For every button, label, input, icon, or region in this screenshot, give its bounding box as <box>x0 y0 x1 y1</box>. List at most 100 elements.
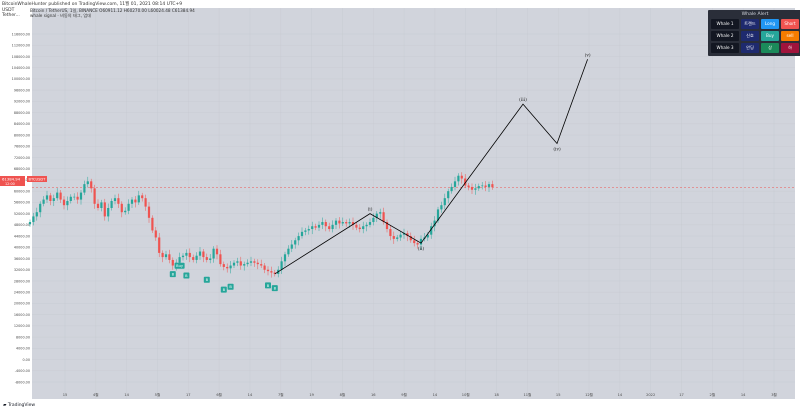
candle-body <box>453 181 457 187</box>
x-tick-label: 9월 <box>401 392 407 397</box>
x-tick-label: 12월 <box>585 392 593 397</box>
tradingview-logo[interactable]: ▰ TradingView <box>3 403 35 408</box>
signal-badge-label: B <box>229 285 232 289</box>
candle-body <box>120 203 123 213</box>
candle-body <box>66 200 69 206</box>
candle-body <box>317 224 321 228</box>
whale-1-label: Whale 1 <box>711 19 739 29</box>
candle-body <box>161 252 164 258</box>
symbol-tag: BTCUSDT <box>29 178 47 182</box>
candle-body <box>280 261 283 270</box>
candle-body <box>273 272 276 274</box>
elliott-wave: (i) (ii) (iii) (iv) (v) <box>274 53 591 275</box>
y-tick-label: 12000.00 <box>14 324 30 328</box>
tradingview-icon: ▰ <box>3 403 8 408</box>
candle-body <box>56 192 59 199</box>
signal-badge <box>220 286 227 293</box>
price-tag-sub: 12:00 <box>5 182 15 186</box>
y-tick-label: 104000.00 <box>12 66 30 70</box>
candle-body <box>409 236 412 241</box>
candle-body <box>86 181 89 185</box>
indicator-legend[interactable]: whale signal · 비동의 태그, 업데 <box>30 13 92 18</box>
candle-body <box>368 222 372 225</box>
candle-body <box>328 226 331 230</box>
candle-body <box>402 233 406 235</box>
signal-badge <box>265 282 271 289</box>
x-tick-label: 18 <box>494 393 499 397</box>
candle-body <box>178 257 181 263</box>
candle-body <box>236 261 239 263</box>
candle-body <box>229 265 232 269</box>
wave-label: (iii) <box>519 98 527 103</box>
x-tick-label: 11월 <box>523 392 531 397</box>
candle-body <box>39 203 42 213</box>
candle-body <box>32 216 35 223</box>
candle-body <box>304 230 307 232</box>
candle-body <box>154 230 157 238</box>
candle-body <box>151 217 154 231</box>
candle-body <box>379 212 382 214</box>
signal-badge-label: B <box>274 287 277 291</box>
x-tick-label: 14 <box>741 393 746 397</box>
y-tick-label: 72000.00 <box>14 156 30 160</box>
candle-body <box>457 175 460 182</box>
price-tag: 61384.94 12:00 BTCUSDT <box>0 176 47 186</box>
candle-body <box>96 203 100 208</box>
plot-area[interactable] <box>32 8 795 399</box>
signal-badge-label: B <box>267 284 270 288</box>
whale-row-1: Whale 1 트렌드 Long Short <box>708 18 800 30</box>
candle-body <box>362 226 365 230</box>
candle-body <box>171 259 174 266</box>
candle-body <box>73 196 76 198</box>
whale-table-title: Whale Alert <box>741 12 769 17</box>
candle-body <box>297 236 300 241</box>
candle-body <box>209 258 212 260</box>
candle-body <box>249 261 253 263</box>
candle-body <box>110 200 113 208</box>
y-tick-label: -4000.00 <box>15 369 30 373</box>
symbol-legend[interactable]: Bitcoin / TetherUS, 1일, BINANCE O60911.1… <box>30 8 195 13</box>
whale-2-buy: Buy <box>761 31 779 41</box>
whale-3-kr: 안딩 <box>741 43 759 53</box>
candle-body <box>198 251 202 256</box>
candle-body <box>253 261 256 263</box>
candle-body <box>443 198 446 206</box>
y-tick-label: 108000.00 <box>12 55 30 59</box>
x-tick-label: 2022 <box>646 393 655 397</box>
candle-body <box>205 257 208 260</box>
candle-body <box>287 248 290 255</box>
candle-body <box>491 184 494 188</box>
candle-body <box>433 220 436 227</box>
y-tick-label: 88000.00 <box>14 111 30 115</box>
whale-3-label: Whale 3 <box>711 43 739 53</box>
symbol-tag-box <box>27 176 47 182</box>
y-tick-label: 0.00 <box>22 358 30 362</box>
y-tick-label: 80000.00 <box>14 133 30 137</box>
candle-body <box>477 186 480 189</box>
candle-body <box>283 254 287 262</box>
candle-body <box>35 212 38 217</box>
y-tick-label: 48000.00 <box>14 223 30 227</box>
y-tick-label: 16000.00 <box>14 313 30 317</box>
candle-body <box>338 220 341 224</box>
y-tick-label: 44000.00 <box>14 234 30 238</box>
candle-body <box>117 198 120 204</box>
candle-body <box>307 229 310 231</box>
y-tick-label: 68000.00 <box>14 167 30 171</box>
candles <box>28 172 494 278</box>
candle-body <box>406 233 409 237</box>
candle-body <box>372 217 375 223</box>
candle-body <box>314 226 317 228</box>
wave-label: (iv) <box>553 147 561 152</box>
wave-label: (v) <box>585 53 591 58</box>
candle-body <box>52 198 55 201</box>
candle-body <box>263 265 266 270</box>
y-tick-label: 28000.00 <box>14 279 30 283</box>
x-tick-label: 15 <box>556 393 561 397</box>
candle-body <box>484 185 487 187</box>
candle-body <box>481 185 484 187</box>
candle-body <box>59 192 62 200</box>
